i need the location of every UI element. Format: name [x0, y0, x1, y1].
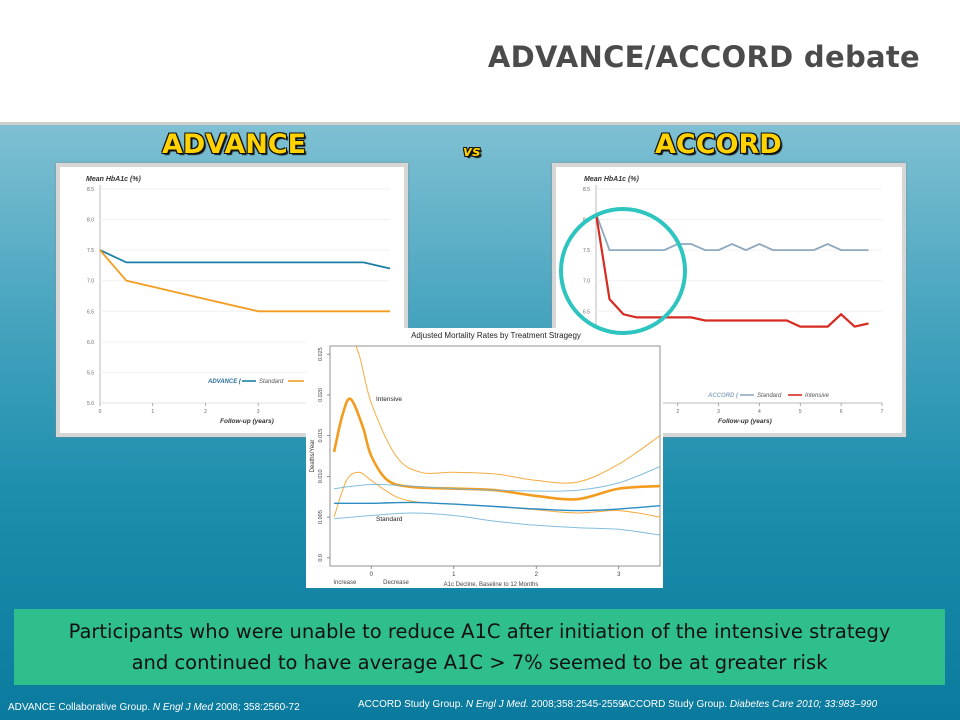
highlight-circle	[559, 207, 687, 335]
advance-ylabel: Mean HbA1c (%)	[86, 176, 142, 183]
advance-series-line-orange	[99, 249, 390, 313]
accord-ylabel: Mean HbA1c (%)	[584, 176, 640, 183]
advance-ytick-label: 5.5	[87, 370, 94, 376]
mortality-ytick-label: 0.020	[318, 388, 324, 402]
ref-accord2-authors: ACCORD Study Group.	[622, 699, 730, 710]
advance-ytick-label: 7.5	[87, 248, 94, 254]
mortality-ytick-label: 0.025	[318, 347, 324, 361]
reference-accord-nejm: ACCORD Study Group. N Engl J Med. 2008;3…	[358, 699, 627, 710]
mortality-xlabel: A1c Decline, Baseline to 12 Months	[444, 582, 539, 588]
advance-label: ADVANCE	[162, 129, 307, 160]
accord-series-line-standard	[595, 213, 869, 252]
conclusion-line-2: and continued to have average A1C > 7% s…	[131, 651, 828, 674]
mortality-ylabel: Deaths/Year	[310, 440, 316, 473]
accord-xtick-label: 2	[676, 409, 679, 415]
mortality-xtick-label: 0	[370, 572, 374, 578]
mortality-series-standard-upper	[334, 466, 660, 492]
slide-title: ADVANCE/ACCORD debate	[487, 40, 920, 74]
accord-legend-standard: Standard	[757, 393, 782, 399]
advance-ytick-label: 8.0	[87, 218, 94, 224]
mortality-series-intensive-estimate	[332, 397, 660, 501]
accord-xtick-label: 3	[717, 409, 720, 415]
conclusion-line-1: Participants who were unable to reduce A…	[68, 620, 891, 643]
advance-series-line-standard	[99, 249, 391, 270]
mortality-ytick-label: 0.005	[318, 510, 324, 524]
ref-advance-journal: N Engl J Med	[152, 702, 213, 713]
ref-advance-citation: 2008; 358:2560-72	[212, 702, 300, 713]
accord-xlabel: Follow-up (years)	[718, 418, 772, 425]
conclusion-box: Participants who were unable to reduce A…	[14, 609, 945, 685]
mortality-series-standard-lower	[334, 512, 660, 536]
accord-ytick-label: 6.5	[583, 309, 590, 315]
mortality-background	[306, 328, 663, 588]
slide-header: ADVANCE/ACCORD debate	[0, 0, 960, 122]
mortality-series-intensive-upper	[355, 346, 660, 484]
accord-series-line-intensive	[594, 213, 869, 328]
advance-legend-label: ADVANCE (	[207, 379, 242, 385]
reference-advance: ADVANCE Collaborative Group. N Engl J Me…	[8, 702, 300, 713]
accord-xtick-label: 6	[840, 409, 843, 415]
mortality-xtick-decrease: Decrease	[383, 580, 409, 586]
advance-xtick-label: 0	[99, 409, 102, 415]
vs-label: vs	[463, 144, 481, 160]
mortality-annotation-standard: Standard	[376, 516, 403, 523]
mortality-chart-panel: Adjusted Mortality Rates by Treatment St…	[306, 328, 663, 588]
accord-label: ACCORD	[655, 129, 782, 160]
accord-xtick-label: 5	[799, 409, 802, 415]
mortality-ytick-label: 0.0	[318, 554, 324, 562]
ref-advance-authors: ADVANCE Collaborative Group.	[8, 702, 153, 713]
advance-ytick-label: 6.0	[87, 340, 94, 346]
mortality-plot-frame	[329, 345, 661, 567]
mortality-series-standard-estimate	[334, 501, 660, 512]
advance-xtick-label: 1	[151, 409, 154, 415]
reference-accord-diabetes-care: ACCORD Study Group. Diabetes Care 2010; …	[622, 699, 877, 710]
accord-ytick-label: 8.5	[583, 187, 590, 193]
mortality-xtick-label: 1	[452, 572, 456, 578]
accord-xtick-label: 7	[881, 409, 884, 415]
mortality-xtick-label: 3	[617, 572, 621, 578]
mortality-annotation-intensive: Intensive	[376, 396, 402, 403]
accord-chart: Mean HbA1c (%)8.58.07.57.06.501234567ACC…	[583, 176, 884, 425]
advance-xlabel: Follow-up (years)	[220, 418, 274, 425]
mortality-ytick-label: 0.015	[318, 429, 324, 443]
advance-ytick-label: 5.0	[87, 401, 94, 407]
advance-ytick-label: 6.5	[87, 309, 94, 315]
accord-legend-label: ACCORD (	[707, 393, 739, 399]
accord-ytick-label: 7.0	[583, 279, 590, 285]
mortality-xtick-label: 2	[535, 572, 539, 578]
advance-ytick-label: 7.0	[87, 279, 94, 285]
mortality-title: Adjusted Mortality Rates by Treatment St…	[411, 331, 581, 340]
accord-xtick-label: 4	[758, 409, 761, 415]
advance-ytick-label: 8.5	[87, 187, 94, 193]
advance-legend-standard: Standard	[259, 379, 284, 385]
accord-ytick-label: 7.5	[583, 248, 590, 254]
advance-xtick-label: 3	[257, 409, 260, 415]
mortality-xtick-increase: Increase	[333, 580, 357, 586]
ref-accord1-authors: ACCORD Study Group.	[358, 699, 466, 710]
ref-accord1-citation: 2008;358:2545-2559.	[528, 699, 627, 710]
ref-accord1-journal: N Engl J Med.	[465, 699, 529, 710]
mortality-ytick-label: 0.010	[318, 469, 324, 483]
ref-accord2-journal: Diabetes Care 2010; 33:983–990	[729, 699, 878, 710]
advance-xtick-label: 2	[204, 409, 207, 415]
mortality-chart: Adjusted Mortality Rates by Treatment St…	[306, 328, 663, 588]
accord-legend-intensive: Intensive	[805, 393, 830, 399]
